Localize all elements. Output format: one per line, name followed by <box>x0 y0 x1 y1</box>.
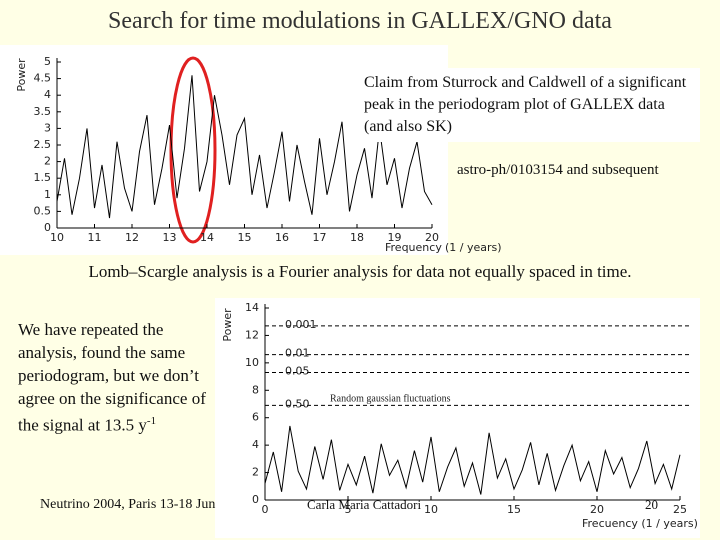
y-tick-label: 2 <box>44 155 51 168</box>
y-tick-label: 10 <box>245 356 259 369</box>
y-tick-label: 5 <box>44 55 51 68</box>
threshold-label: 0.05 <box>285 364 310 377</box>
body-text: We have repeated the analysis, found the… <box>18 320 206 435</box>
x-tick-label: 5 <box>345 503 352 516</box>
x-tick-label: 12 <box>125 231 139 244</box>
data-line <box>56 75 433 219</box>
y-tick-label: 14 <box>245 301 259 314</box>
data-line <box>264 425 681 495</box>
y-tick-label: 3.5 <box>34 105 52 118</box>
x-axis-label: Frequency <box>385 241 442 254</box>
y-tick-label: 4 <box>44 88 51 101</box>
x-tick-label: 17 <box>313 231 327 244</box>
reference: astro-ph/0103154 and subsequent <box>457 162 659 178</box>
x-tick-label: 10 <box>50 231 64 244</box>
body: We have repeated the analysis, found the… <box>18 318 218 437</box>
x-tick-label: 15 <box>238 231 252 244</box>
plot-background <box>215 298 700 538</box>
footer-page: 20 <box>645 497 658 512</box>
y-tick-label: 4.5 <box>34 72 52 85</box>
y-tick-label: 12 <box>245 328 259 341</box>
threshold-label: 0.50 <box>285 397 310 410</box>
x-tick-label: 14 <box>200 231 214 244</box>
y-tick-label: 1 <box>44 188 51 201</box>
x-tick-label: 15 <box>507 503 521 516</box>
footer-author: Carla Maria Cattadori <box>307 497 422 512</box>
y-tick-label: 2 <box>252 466 259 479</box>
y-tick-label: 8 <box>252 383 259 396</box>
threshold-label: 0.01 <box>285 347 310 360</box>
annotation: Random gaussian fluctuations <box>330 394 451 405</box>
y-tick-label: 4 <box>252 438 259 451</box>
claim: Claim from Sturrock and Caldwell of a si… <box>358 68 700 142</box>
method: Lomb–Scargle analysis is a Fourier analy… <box>88 262 632 281</box>
y-axis-label: Power <box>15 58 28 92</box>
x-tick-label: 16 <box>275 231 289 244</box>
y-tick-label: 2.5 <box>34 138 52 151</box>
footer-left: Neutrino 2004, Paris 13-18 Jun <box>40 497 216 512</box>
x-tick-label: 18 <box>350 231 364 244</box>
y-tick-label: 6 <box>252 411 259 424</box>
x-tick-label: 11 <box>88 231 102 244</box>
x-tick-label: 19 <box>388 231 402 244</box>
x-axis-unit: (1 / years) <box>445 241 502 254</box>
y-tick-label: 0 <box>252 493 259 506</box>
y-tick-label: 0 <box>44 221 51 234</box>
x-tick-label: 25 <box>673 503 687 516</box>
title: Search for time modulations in GALLEX/GN… <box>108 8 612 34</box>
x-tick-label: 20 <box>590 503 604 516</box>
x-tick-label: 13 <box>163 231 177 244</box>
x-tick-label: 20 <box>425 231 439 244</box>
x-tick-label: 10 <box>424 503 438 516</box>
x-axis-label: Frecuency (1 / years) <box>582 517 698 530</box>
y-axis-label: Power <box>221 308 234 342</box>
y-tick-label: 3 <box>44 121 51 134</box>
highlight-ellipse <box>169 56 217 244</box>
body-superscript: -1 <box>146 415 157 427</box>
y-tick-label: 1.5 <box>34 171 52 184</box>
threshold-label: 0.001 <box>285 318 317 331</box>
x-tick-label: 0 <box>262 503 269 516</box>
y-tick-label: 0.5 <box>34 204 52 217</box>
